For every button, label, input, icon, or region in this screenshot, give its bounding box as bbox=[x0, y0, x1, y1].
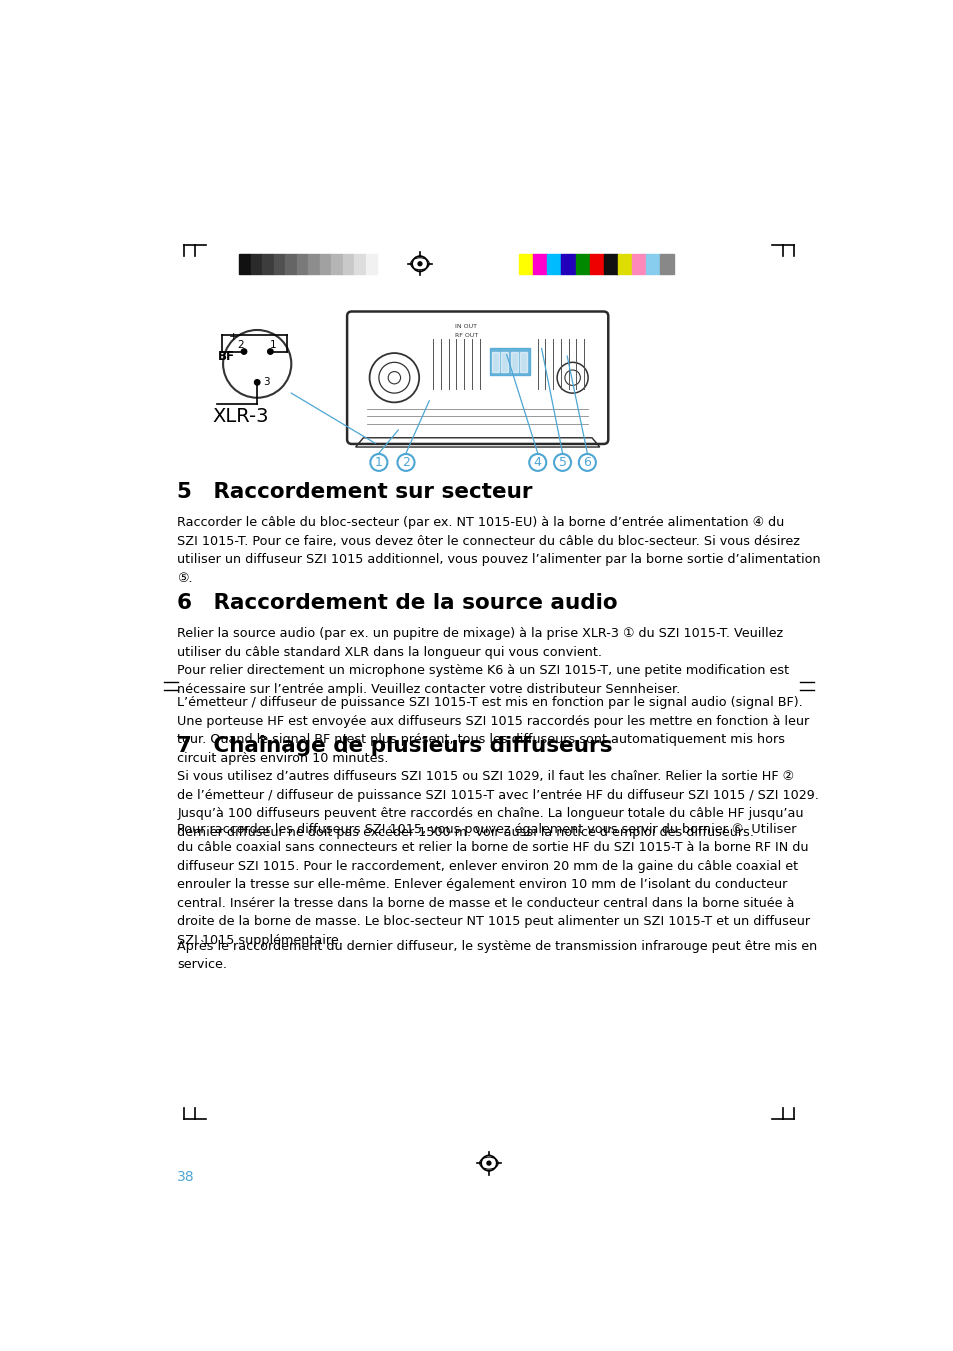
Bar bbox=[510, 351, 517, 373]
Text: Pour relier directement un microphone système K6 à un SZI 1015-T, une petite mod: Pour relier directement un microphone sy… bbox=[177, 665, 789, 696]
Circle shape bbox=[486, 1162, 491, 1165]
Bar bbox=[575, 254, 589, 274]
Bar bbox=[239, 254, 251, 274]
Text: BF: BF bbox=[217, 350, 234, 362]
Bar bbox=[492, 351, 498, 373]
Text: 1: 1 bbox=[375, 455, 382, 469]
Text: Après le raccordement du dernier diffuseur, le système de transmission infraroug: Après le raccordement du dernier diffuse… bbox=[177, 940, 817, 971]
Text: 6: 6 bbox=[583, 455, 591, 469]
Text: XLR-3: XLR-3 bbox=[212, 407, 269, 426]
Bar bbox=[262, 254, 274, 274]
Text: 6 Raccordement de la source audio: 6 Raccordement de la source audio bbox=[177, 593, 618, 612]
Text: 38: 38 bbox=[177, 1170, 194, 1183]
Text: L’émetteur / diffuseur de puissance SZI 1015-T est mis en fonction par le signal: L’émetteur / diffuseur de puissance SZI … bbox=[177, 697, 809, 765]
Bar bbox=[533, 254, 547, 274]
Text: 3: 3 bbox=[263, 377, 270, 388]
Text: 5 Raccordement sur secteur: 5 Raccordement sur secteur bbox=[177, 482, 533, 501]
Bar bbox=[342, 254, 354, 274]
Bar bbox=[618, 254, 631, 274]
Bar bbox=[365, 254, 377, 274]
Bar bbox=[603, 254, 618, 274]
Bar bbox=[251, 254, 262, 274]
Text: Pour raccorder les diffuseurs SZI 1015, vous pouvez également vous servir du bor: Pour raccorder les diffuseurs SZI 1015, … bbox=[177, 823, 810, 947]
Text: 2: 2 bbox=[237, 339, 244, 350]
Bar bbox=[489, 349, 530, 376]
Text: 1: 1 bbox=[270, 339, 276, 350]
Bar bbox=[274, 254, 285, 274]
Bar bbox=[285, 254, 296, 274]
Bar bbox=[308, 254, 319, 274]
Text: 5: 5 bbox=[558, 455, 566, 469]
Text: Relier la source audio (par ex. un pupitre de mixage) à la prise XLR-3 ① du SZI : Relier la source audio (par ex. un pupit… bbox=[177, 627, 782, 659]
Bar bbox=[319, 254, 331, 274]
Bar bbox=[519, 351, 526, 373]
Text: 7 Chaînage de plusieurs diffuseurs: 7 Chaînage de plusieurs diffuseurs bbox=[177, 735, 612, 757]
Text: 2: 2 bbox=[401, 455, 410, 469]
Text: IN OUT: IN OUT bbox=[455, 324, 476, 328]
Circle shape bbox=[254, 380, 259, 385]
Bar bbox=[645, 254, 659, 274]
Bar bbox=[560, 254, 575, 274]
Circle shape bbox=[241, 349, 247, 354]
Bar bbox=[500, 351, 508, 373]
Bar bbox=[518, 254, 533, 274]
Text: Si vous utilisez d’autres diffuseurs SZI 1015 ou SZI 1029, il faut les chaîner. : Si vous utilisez d’autres diffuseurs SZI… bbox=[177, 770, 819, 839]
Text: RF OUT: RF OUT bbox=[455, 332, 477, 338]
Bar bbox=[589, 254, 603, 274]
Bar bbox=[547, 254, 560, 274]
Text: +: + bbox=[229, 332, 237, 342]
Bar bbox=[296, 254, 308, 274]
Bar bbox=[631, 254, 645, 274]
Bar bbox=[331, 254, 342, 274]
Text: Raccorder le câble du bloc-secteur (par ex. NT 1015-EU) à la borne d’entrée alim: Raccorder le câble du bloc-secteur (par … bbox=[177, 516, 821, 585]
Bar bbox=[354, 254, 365, 274]
Circle shape bbox=[417, 262, 421, 266]
Circle shape bbox=[268, 349, 273, 354]
Text: 4: 4 bbox=[534, 455, 541, 469]
Bar bbox=[659, 254, 674, 274]
